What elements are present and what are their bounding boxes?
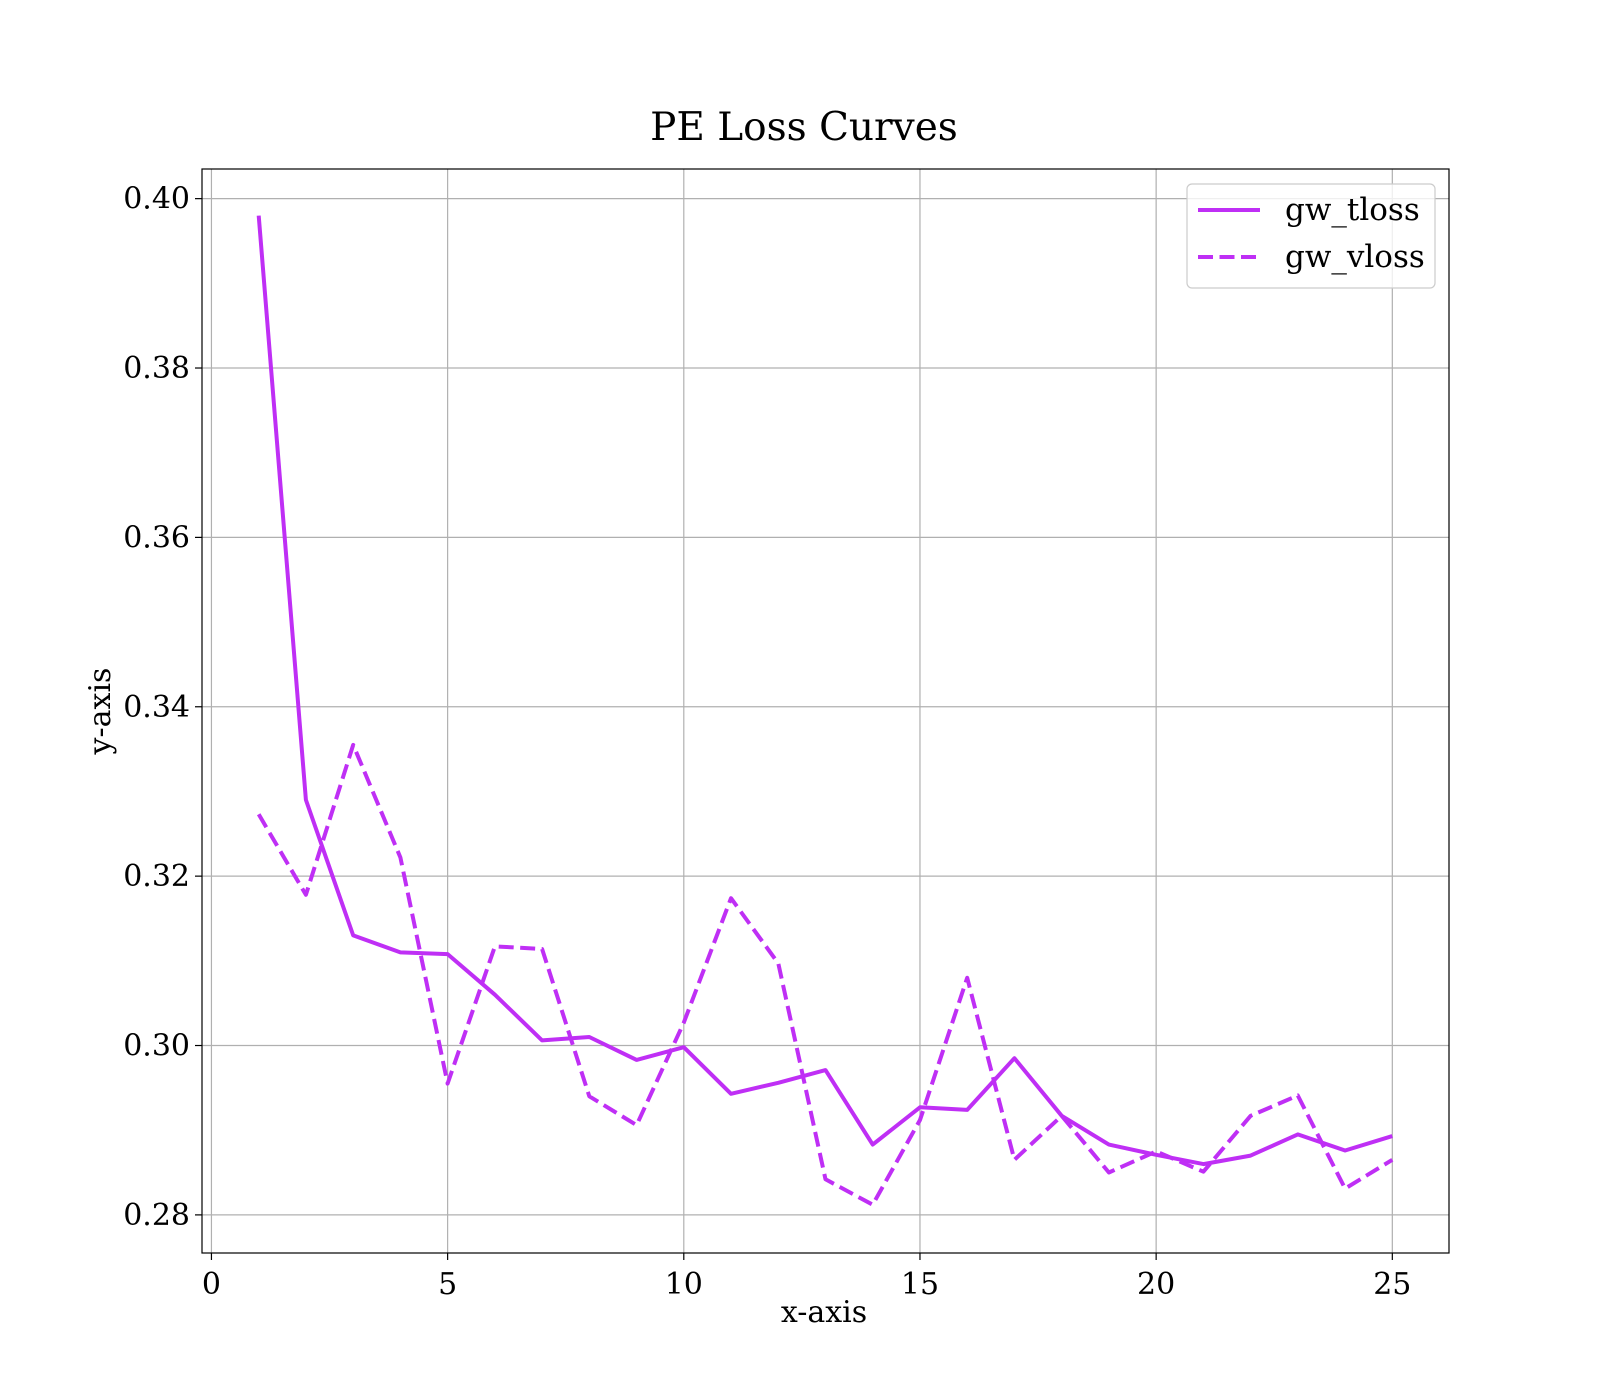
x-tick-label: 0: [202, 1267, 221, 1302]
y-tick-label: 0.38: [123, 351, 190, 386]
x-tick-label: 20: [1137, 1267, 1175, 1302]
y-tick-label: 0.34: [123, 690, 190, 725]
legend: gw_tloss gw_vloss: [1186, 183, 1436, 289]
y-tick-label: 0.30: [123, 1029, 190, 1064]
y-tick-label: 0.28: [123, 1198, 190, 1233]
y-tick-label: 0.32: [123, 859, 190, 894]
y-axis-label: y-axis: [83, 668, 118, 756]
x-tick-label: 5: [438, 1267, 457, 1302]
series-line-gw_vloss: [256, 742, 1394, 1207]
grid: [202, 169, 1449, 1253]
legend-label-gw_vloss: gw_vloss: [1285, 239, 1425, 275]
x-tick-label: 15: [901, 1267, 939, 1302]
axis-ticks: 0 5 10 15 20 25 0.28 0.30 0.32 0.34 0.36 0.38 0.40: [123, 182, 1411, 1302]
plot-area-frame: [201, 168, 1450, 1254]
legend-label-gw_tloss: gw_tloss: [1285, 192, 1420, 228]
x-axis-label: x-axis: [781, 1295, 867, 1330]
series-line-gw_tloss: [256, 215, 1393, 1167]
series-layer: [256, 215, 1394, 1207]
y-tick-label: 0.36: [123, 520, 190, 555]
y-tick-label: 0.40: [123, 182, 190, 217]
x-tick-label: 10: [665, 1267, 703, 1302]
chart-title: PE Loss Curves: [650, 105, 958, 150]
x-tick-label: 25: [1373, 1267, 1411, 1302]
